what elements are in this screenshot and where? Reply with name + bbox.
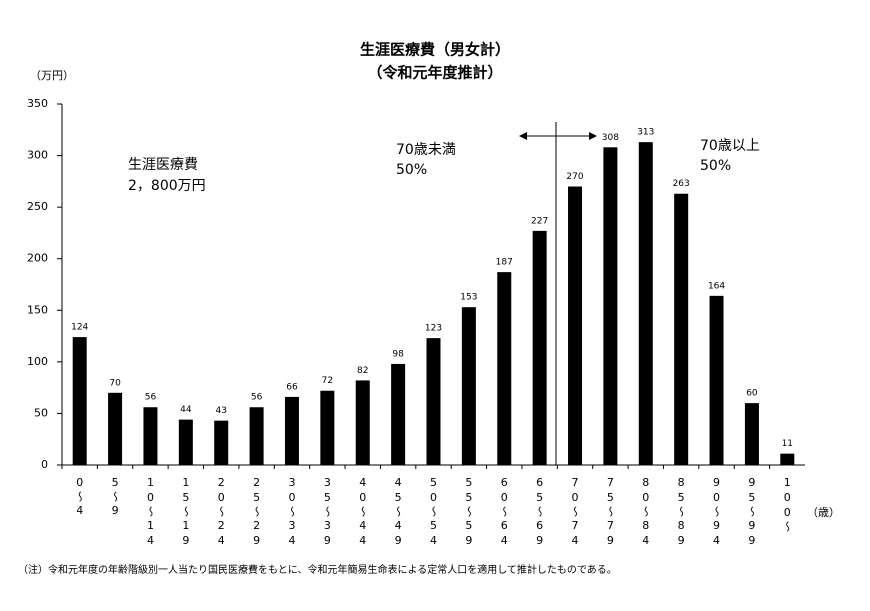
annotation: 2，800万円 [128, 178, 206, 194]
bar [355, 380, 370, 465]
data-label: 313 [637, 128, 654, 138]
x-tick-label: 35～39 [321, 476, 334, 549]
bar [214, 420, 229, 465]
y-tick-label: 300 [27, 149, 48, 162]
x-tick-label: 10～14 [144, 476, 157, 549]
annotation: 70歳未満 [396, 142, 456, 158]
annotation: 生涯医療費 [128, 156, 198, 173]
x-tick-label: 85～89 [675, 476, 688, 549]
annotation: 50% [396, 162, 427, 178]
x-tick-label: 60～64 [498, 476, 511, 549]
y-tick-label: 350 [27, 97, 48, 110]
x-tick-label: 45～49 [392, 476, 405, 549]
y-tick-label: 0 [41, 458, 48, 471]
data-label: 82 [357, 366, 368, 376]
data-label: 263 [673, 179, 690, 189]
data-label: 11 [782, 439, 793, 449]
data-label: 124 [71, 323, 88, 333]
bar [709, 295, 724, 465]
bar [674, 193, 689, 465]
bar [178, 419, 193, 465]
bar [568, 186, 583, 465]
x-tick-label: 20～24 [215, 476, 228, 549]
data-label: 308 [602, 133, 619, 143]
bar [391, 363, 406, 465]
x-tick-label: 5～9 [109, 476, 122, 519]
y-axis-label: （万円） [30, 69, 74, 82]
annotation: 70歳以上 [700, 138, 760, 154]
y-tick-label: 250 [27, 200, 48, 213]
bar [638, 142, 653, 466]
x-tick-label: 80～84 [639, 476, 652, 549]
annotation: 50% [700, 158, 731, 174]
data-label: 60 [746, 389, 758, 399]
data-label: 70 [109, 378, 121, 388]
bar [249, 407, 264, 465]
data-label: 153 [460, 293, 477, 303]
bar [603, 147, 618, 465]
x-tick-label: 15～19 [179, 476, 192, 549]
data-label: 72 [322, 376, 333, 386]
x-tick-label: 70～74 [569, 476, 582, 549]
data-label: 66 [286, 382, 298, 392]
x-tick-label: 50～54 [427, 476, 440, 549]
x-tick-label: 25～29 [250, 476, 263, 549]
x-tick-label: 30～34 [285, 476, 298, 549]
x-tick-label: 90～94 [710, 476, 723, 549]
data-label: 123 [425, 324, 442, 334]
x-tick-label: 65～69 [533, 476, 546, 549]
y-tick-label: 50 [34, 406, 48, 419]
bar [744, 403, 759, 465]
data-label: 56 [251, 393, 263, 403]
x-tick-label: 100～ [781, 476, 794, 534]
bar [426, 338, 441, 465]
y-tick-label: 200 [27, 252, 48, 265]
data-label: 187 [496, 258, 513, 268]
data-label: 227 [531, 216, 548, 226]
x-tick-label: 0～4 [73, 476, 86, 519]
footnote: （注）令和元年度の年齢階級別一人当たり国民医療費をもとに、令和元年簡易生命表によ… [18, 563, 617, 576]
bar [320, 390, 335, 465]
data-label: 44 [180, 405, 192, 415]
x-tick-label: 75～79 [604, 476, 617, 549]
x-axis-label: （歳） [807, 506, 840, 519]
chart-subtitle: （令和元年度推計） [367, 64, 502, 82]
bar [532, 230, 547, 465]
arrow-heads [519, 132, 597, 140]
bar [108, 392, 123, 465]
data-label: 43 [215, 406, 226, 416]
y-tick-label: 100 [27, 355, 48, 368]
data-label: 98 [392, 349, 404, 359]
bar [143, 407, 158, 465]
bar [72, 337, 87, 465]
x-tick-label: 55～59 [462, 476, 475, 549]
bar [780, 453, 795, 465]
chart-title: 生涯医療費（男女計） [360, 41, 510, 59]
x-tick-label: 95～99 [745, 476, 758, 549]
y-tick-label: 150 [27, 303, 48, 316]
bar [284, 396, 299, 465]
data-label: 164 [708, 281, 725, 291]
x-tick-label: 40～44 [356, 476, 369, 549]
data-label: 270 [566, 172, 583, 182]
bar [461, 307, 476, 465]
data-label: 56 [145, 393, 157, 403]
bar [497, 272, 512, 465]
